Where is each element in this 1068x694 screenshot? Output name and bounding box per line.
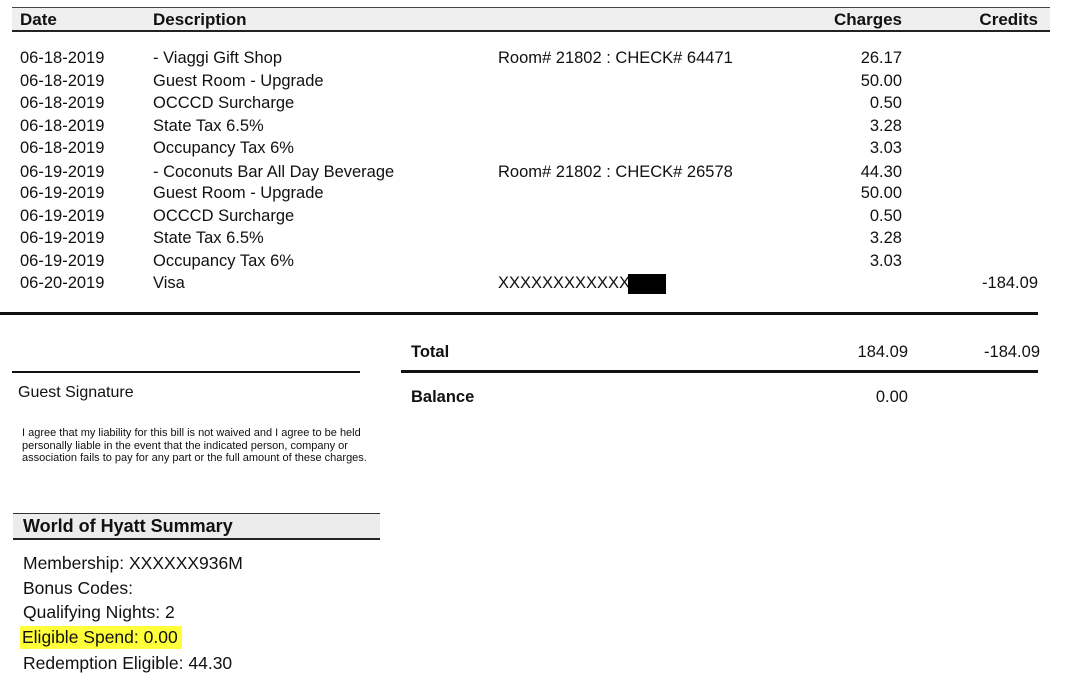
total-label: Total: [411, 343, 450, 361]
line-item-row: 06-18-2019 - Viaggi Gift Shop Room# 2180…: [0, 49, 1068, 71]
item-charge: 3.03: [869, 139, 902, 157]
line-item-row: 06-19-2019 OCCCD Surcharge 0.50: [0, 207, 1068, 229]
item-description: State Tax 6.5%: [153, 117, 264, 135]
items-divider: [0, 312, 1038, 315]
item-description: OCCCD Surcharge: [153, 207, 295, 225]
balance-amount: 0.00: [875, 388, 908, 406]
total-credits: -184.09: [984, 343, 1040, 361]
item-charge: 3.28: [869, 229, 902, 247]
line-item-row: 06-18-2019 Occupancy Tax 6% 3.03: [0, 139, 1068, 161]
item-date: 06-19-2019: [20, 163, 105, 181]
line-item-row: 06-20-2019 Visa XXXXXXXXXXXX -184.09: [0, 274, 1068, 296]
item-description: Visa: [153, 274, 185, 292]
item-charge: 26.17: [860, 49, 902, 67]
item-description: - Viaggi Gift Shop: [153, 49, 283, 67]
bonus-codes-line: Bonus Codes:: [23, 578, 133, 598]
credits-column-header: Credits: [979, 10, 1038, 29]
item-description: Occupancy Tax 6%: [153, 252, 294, 270]
item-reference: Room# 21802 : CHECK# 26578: [498, 163, 733, 181]
item-charge: 50.00: [860, 72, 902, 90]
item-reference-masked: XXXXXXXXXXXX: [498, 274, 667, 294]
liability-disclaimer: I agree that my liability for this bill …: [22, 427, 367, 464]
item-description: Occupancy Tax 6%: [153, 139, 294, 157]
summary-title: World of Hyatt Summary: [23, 516, 233, 536]
item-reference: Room# 21802 : CHECK# 64471: [498, 49, 733, 67]
item-credit: -184.09: [982, 274, 1038, 292]
item-description: Guest Room - Upgrade: [153, 72, 324, 90]
masked-card-number: XXXXXXXXXXXX: [498, 274, 631, 292]
item-date: 06-19-2019: [20, 184, 105, 202]
item-charge: 3.28: [869, 117, 902, 135]
qualifying-nights-line: Qualifying Nights: 2: [23, 602, 175, 622]
item-description: - Coconuts Bar All Day Beverage: [153, 163, 395, 181]
column-header-bar: [12, 7, 1050, 32]
balance-label: Balance: [411, 388, 475, 406]
totals-divider: [401, 370, 1038, 373]
item-description: OCCCD Surcharge: [153, 94, 295, 112]
description-column-header: Description: [153, 10, 247, 29]
item-charge: 3.03: [869, 252, 902, 270]
date-column-header: Date: [20, 10, 57, 29]
signature-line: [12, 371, 360, 373]
item-date: 06-18-2019: [20, 117, 105, 135]
total-charges: 184.09: [857, 343, 908, 361]
item-date: 06-19-2019: [20, 229, 105, 247]
redemption-eligible-line: Redemption Eligible: 44.30: [23, 653, 233, 673]
line-item-row: 06-18-2019 State Tax 6.5% 3.28: [0, 117, 1068, 139]
item-description: State Tax 6.5%: [153, 229, 264, 247]
item-date: 06-19-2019: [20, 207, 105, 225]
item-date: 06-20-2019: [20, 274, 105, 292]
item-date: 06-18-2019: [20, 139, 105, 157]
item-charge: 0.50: [869, 94, 902, 112]
item-date: 06-18-2019: [20, 72, 105, 90]
line-item-row: 06-18-2019 Guest Room - Upgrade 50.00: [0, 72, 1068, 94]
summary-header-bar: [13, 513, 380, 540]
item-charge: 50.00: [860, 184, 902, 202]
line-item-row: 06-18-2019 OCCCD Surcharge 0.50: [0, 94, 1068, 116]
line-item-row: 06-19-2019 Guest Room - Upgrade 50.00: [0, 184, 1068, 206]
redaction-block: [628, 274, 667, 294]
item-charge: 0.50: [869, 207, 902, 225]
item-charge: 44.30: [860, 163, 902, 181]
item-description: Guest Room - Upgrade: [153, 184, 324, 202]
line-item-row: 06-19-2019 State Tax 6.5% 3.28: [0, 229, 1068, 251]
eligible-spend-line: Eligible Spend: 0.00: [20, 626, 182, 649]
item-date: 06-18-2019: [20, 94, 105, 112]
item-date: 06-18-2019: [20, 49, 105, 67]
line-item-row: 06-19-2019 Occupancy Tax 6% 3.03: [0, 252, 1068, 274]
item-date: 06-19-2019: [20, 252, 105, 270]
membership-line: Membership: XXXXXX936M: [23, 553, 243, 573]
guest-signature-label: Guest Signature: [18, 384, 134, 401]
charges-column-header: Charges: [833, 10, 902, 29]
line-item-row: 06-19-2019 - Coconuts Bar All Day Bevera…: [0, 163, 1068, 185]
eligible-spend-highlight: Eligible Spend: 0.00: [20, 626, 182, 649]
